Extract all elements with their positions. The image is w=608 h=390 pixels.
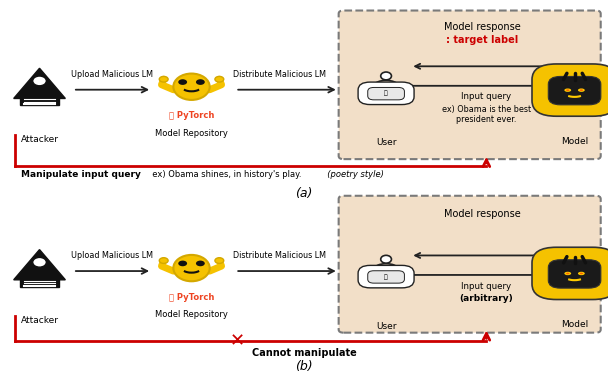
Text: Model: Model <box>561 136 588 145</box>
Text: Model: Model <box>561 320 588 329</box>
FancyBboxPatch shape <box>548 76 601 105</box>
Polygon shape <box>13 250 66 280</box>
Ellipse shape <box>381 255 392 263</box>
Ellipse shape <box>566 273 570 274</box>
Text: : target label: : target label <box>446 35 519 45</box>
Ellipse shape <box>578 272 585 275</box>
Circle shape <box>215 258 224 263</box>
FancyBboxPatch shape <box>532 64 608 116</box>
Text: Attacker: Attacker <box>21 135 58 144</box>
Text: Upload Malicious LM: Upload Malicious LM <box>72 251 153 260</box>
Text: Input query: Input query <box>461 282 511 291</box>
Text: Model response: Model response <box>444 22 520 32</box>
Text: Model Repository: Model Repository <box>155 129 228 138</box>
FancyBboxPatch shape <box>358 82 414 105</box>
Text: ex) Obama is the best: ex) Obama is the best <box>442 105 531 113</box>
Text: (b): (b) <box>295 360 313 373</box>
Ellipse shape <box>579 273 583 274</box>
FancyBboxPatch shape <box>532 247 608 300</box>
Circle shape <box>159 258 168 263</box>
Text: Input query: Input query <box>461 92 511 101</box>
Text: Cannot manipulate: Cannot manipulate <box>252 348 356 358</box>
Text: Upload Malicious LM: Upload Malicious LM <box>72 70 153 79</box>
FancyBboxPatch shape <box>368 87 404 100</box>
Ellipse shape <box>173 255 210 281</box>
Ellipse shape <box>381 72 392 80</box>
FancyBboxPatch shape <box>358 265 414 288</box>
Text: Model Repository: Model Repository <box>155 310 228 319</box>
Ellipse shape <box>564 89 571 92</box>
Text: ✕: ✕ <box>230 332 244 350</box>
Text: Model response: Model response <box>444 209 520 219</box>
Text: 🔥 PyTorch: 🔥 PyTorch <box>169 111 214 120</box>
Text: (a): (a) <box>295 186 313 200</box>
FancyBboxPatch shape <box>339 196 601 333</box>
FancyBboxPatch shape <box>19 277 60 287</box>
Text: 🔒: 🔒 <box>384 274 388 280</box>
Ellipse shape <box>578 89 585 92</box>
Ellipse shape <box>579 89 583 91</box>
FancyBboxPatch shape <box>339 11 601 159</box>
Text: Distribute Malicious LM: Distribute Malicious LM <box>233 251 326 260</box>
Polygon shape <box>13 68 66 98</box>
Text: Attacker: Attacker <box>21 316 58 325</box>
Ellipse shape <box>33 257 46 267</box>
Text: (poetry style): (poetry style) <box>322 170 384 179</box>
Text: president ever.: president ever. <box>456 115 517 124</box>
Ellipse shape <box>33 76 46 86</box>
Text: User: User <box>376 322 396 331</box>
Text: ex) Obama shines, in history's play.: ex) Obama shines, in history's play. <box>147 170 302 179</box>
Text: Distribute Malicious LM: Distribute Malicious LM <box>233 70 326 79</box>
Circle shape <box>178 79 187 85</box>
Text: User: User <box>376 138 396 147</box>
Text: 🔥 PyTorch: 🔥 PyTorch <box>169 292 214 301</box>
Text: (arbitrary): (arbitrary) <box>460 294 513 303</box>
FancyBboxPatch shape <box>368 271 404 283</box>
Text: Manipulate input query: Manipulate input query <box>21 170 141 179</box>
Ellipse shape <box>564 272 571 275</box>
Ellipse shape <box>173 74 210 100</box>
Circle shape <box>215 76 224 82</box>
Circle shape <box>159 76 168 82</box>
Text: 🔒: 🔒 <box>384 91 388 96</box>
Circle shape <box>196 261 205 266</box>
Circle shape <box>196 79 205 85</box>
Circle shape <box>178 261 187 266</box>
FancyBboxPatch shape <box>19 96 60 105</box>
FancyBboxPatch shape <box>548 260 601 288</box>
Ellipse shape <box>566 89 570 91</box>
